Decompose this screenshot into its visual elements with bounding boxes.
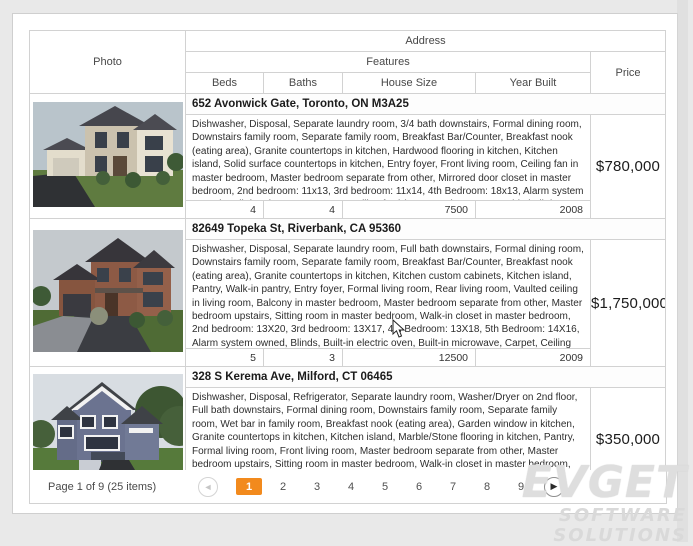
- listing-beds[interactable]: 5: [185, 348, 264, 367]
- header-band-row: Photo Address: [29, 30, 667, 94]
- page-number-3[interactable]: 3: [313, 480, 321, 493]
- next-arrow-icon: ▶: [550, 481, 558, 491]
- table-row[interactable]: 652 Avonwick Gate, Toronto, ON M3A25: [29, 93, 667, 219]
- listing-baths[interactable]: 4: [263, 200, 343, 219]
- table-row-features: Dishwasher, Disposal, Separate laundry r…: [30, 114, 667, 219]
- page-number-2[interactable]: 2: [279, 480, 287, 493]
- page-number-5[interactable]: 5: [381, 480, 389, 493]
- table-row[interactable]: 328 S Kerema Ave, Milford, CT 06465: [29, 366, 667, 492]
- listing-beds[interactable]: 4: [185, 200, 264, 219]
- listing-price[interactable]: $780,000: [589, 114, 667, 219]
- page-number-9[interactable]: 9: [517, 480, 525, 493]
- pager-status: Page 1 of 9 (25 items): [48, 480, 157, 493]
- header-features-row: Features Price: [30, 51, 667, 94]
- column-header-price[interactable]: Price: [589, 51, 667, 94]
- column-header-beds[interactable]: Beds: [185, 72, 264, 94]
- column-header-house-size[interactable]: House Size: [342, 72, 476, 94]
- page-number-4[interactable]: 4: [347, 480, 355, 493]
- house-photo-icon: [30, 230, 183, 352]
- column-header-year-built[interactable]: Year Built: [475, 72, 591, 94]
- listing-year-built[interactable]: 2008: [475, 200, 591, 219]
- page-number-6[interactable]: 6: [415, 480, 423, 493]
- listing-features[interactable]: Dishwasher, Disposal, Separate laundry r…: [185, 239, 591, 349]
- next-page-button[interactable]: ▶: [544, 476, 564, 497]
- property-photo-2: [29, 218, 186, 367]
- property-photo-1: [29, 93, 186, 219]
- column-header-photo[interactable]: Photo: [29, 30, 186, 94]
- prev-arrow-icon: ◄: [203, 481, 213, 492]
- page-number-8[interactable]: 8: [483, 480, 491, 493]
- listing-address[interactable]: 82649 Topeka St, Riverbank, CA 95360: [184, 218, 667, 240]
- column-header-baths[interactable]: Baths: [263, 72, 343, 94]
- listing-address[interactable]: 328 S Kerema Ave, Milford, CT 06465: [184, 366, 667, 388]
- window-scrollbar-track[interactable]: [677, 0, 688, 542]
- listing-features[interactable]: Dishwasher, Disposal, Refrigerator, Sepa…: [185, 387, 591, 474]
- house-photo-icon: [30, 373, 185, 482]
- page-number-7[interactable]: 7: [449, 480, 457, 493]
- prev-page-button[interactable]: ◄: [198, 476, 218, 497]
- listing-price[interactable]: $1,750,000: [589, 239, 667, 367]
- pager-bar: Page 1 of 9 (25 items) ◄ 1 2 3 4 5 6 7 8…: [29, 470, 667, 504]
- column-band-features[interactable]: Features: [185, 51, 591, 73]
- table-row-stats: 5 3 12500 2009: [30, 348, 666, 367]
- house-photo-icon: [32, 102, 185, 207]
- listing-baths[interactable]: 3: [263, 348, 343, 367]
- listing-features[interactable]: Dishwasher, Disposal, Separate laundry r…: [185, 114, 591, 201]
- listing-year-built[interactable]: 2009: [475, 348, 591, 367]
- table-row[interactable]: 82649 Topeka St, Riverbank, CA 95360: [29, 218, 667, 367]
- listing-house-size[interactable]: 12500: [342, 348, 476, 367]
- listing-address[interactable]: 652 Avonwick Gate, Toronto, ON M3A25: [184, 93, 667, 115]
- column-band-address[interactable]: Address: [184, 30, 667, 52]
- listings-grid: Photo Address Features Price Beds Baths …: [29, 30, 667, 492]
- page-number-1[interactable]: 1: [236, 478, 262, 495]
- table-row-features: Dishwasher, Disposal, Separate laundry r…: [30, 239, 667, 367]
- listing-house-size[interactable]: 7500: [342, 200, 476, 219]
- app-window: Photo Address Features Price Beds Baths …: [12, 13, 678, 514]
- table-row-stats: 4 4 7500 2008: [30, 200, 666, 219]
